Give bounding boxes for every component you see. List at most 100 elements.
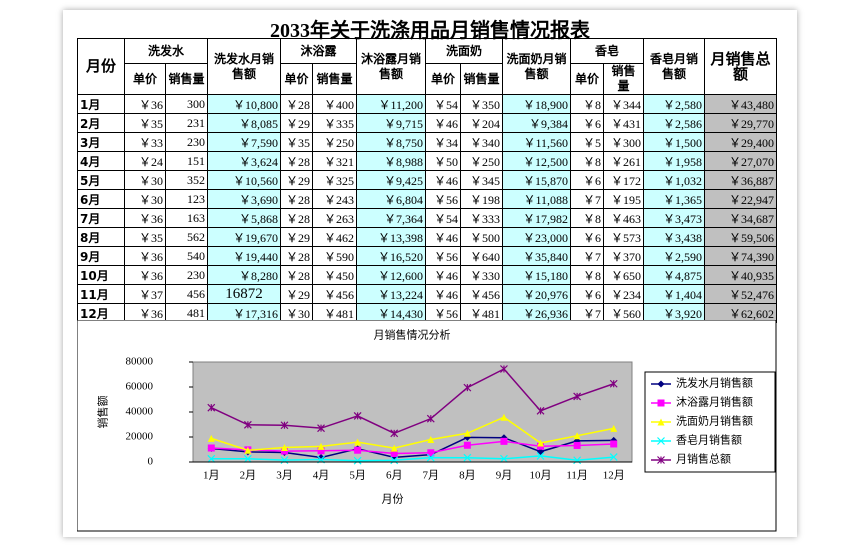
cell: ￥6 xyxy=(570,113,604,133)
cell: ￥250 xyxy=(460,151,503,171)
cell: ￥16,520 xyxy=(356,246,426,266)
point xyxy=(500,413,508,421)
cell: ￥5 xyxy=(570,132,604,152)
y-tick-label: 20000 xyxy=(126,431,154,443)
cell: ￥26,936 xyxy=(502,303,571,323)
cell: ￥30 xyxy=(124,170,166,190)
cell: ￥5,868 xyxy=(207,208,281,228)
cell: ￥10,800 xyxy=(207,94,281,114)
cell: ￥330 xyxy=(460,265,503,285)
point xyxy=(573,456,582,465)
cell: ￥30 xyxy=(124,189,166,209)
y-tick-label: 0 xyxy=(148,456,154,468)
cell: ￥195 xyxy=(603,189,644,209)
cell: ￥234 xyxy=(603,284,644,304)
legend-label: 香皂月销售额 xyxy=(676,433,742,447)
row: 7月 ￥36 163 ￥5,868 ￥28 ￥263 ￥7,364 ￥54 ￥333 ￥17,98… xyxy=(77,208,777,228)
x-tick-label: 8月 xyxy=(459,470,476,482)
x-tick-label: 11月 xyxy=(566,470,588,482)
point xyxy=(463,383,472,392)
x-tick-label: 9月 xyxy=(496,470,513,482)
point xyxy=(354,438,362,446)
cell: 10月 xyxy=(77,265,125,285)
legend-marker xyxy=(657,380,665,388)
cell: ￥11,200 xyxy=(356,94,426,114)
cell: ￥1,404 xyxy=(643,284,705,304)
cell: ￥1,500 xyxy=(643,132,705,152)
x-tick-label: 5月 xyxy=(349,470,366,482)
x-tick-label: 10月 xyxy=(530,470,552,482)
cell: ￥431 xyxy=(603,113,644,133)
point xyxy=(500,365,508,373)
point xyxy=(390,449,398,457)
cell: ￥56 xyxy=(425,246,461,266)
cell: 3月 xyxy=(77,132,125,152)
cell: ￥74,390 xyxy=(704,246,777,266)
cell: ￥28 xyxy=(280,94,313,114)
cell: ￥8,988 xyxy=(356,151,426,171)
sheet: 2033年关于洗涤用品月销售情况报表 月份 洗发水 洗发水月销售额 沐浴露 沐浴露月销售… xyxy=(63,10,797,537)
cell: ￥33 xyxy=(124,132,166,152)
cell: ￥46 xyxy=(425,284,461,304)
legend-label: 洗面奶月销售额 xyxy=(676,414,753,428)
cell: ￥462 xyxy=(312,227,357,247)
cell: 11月 xyxy=(77,284,125,304)
cell: ￥8,280 xyxy=(207,265,281,285)
cell: ￥56 xyxy=(425,189,461,209)
y-tick-label: 80000 xyxy=(126,356,154,368)
cell: ￥13,224 xyxy=(356,284,426,304)
cell: 单价 xyxy=(280,63,313,95)
point xyxy=(610,440,618,448)
point xyxy=(353,456,362,465)
cell: ￥29 xyxy=(280,113,313,133)
x-tick-label: 6月 xyxy=(386,470,403,482)
cell: ￥37 xyxy=(124,284,166,304)
cell: ￥243 xyxy=(312,189,357,209)
legend-marker xyxy=(657,437,665,445)
point xyxy=(426,453,435,462)
legend-label: 洗发水月销售额 xyxy=(676,376,753,390)
cell: ￥12,600 xyxy=(356,265,426,285)
point xyxy=(463,429,471,437)
point xyxy=(463,441,471,449)
cell: 4月 xyxy=(77,151,125,171)
cell: 562 xyxy=(165,227,208,247)
cell: ￥29 xyxy=(280,227,313,247)
point xyxy=(390,456,399,465)
cell: ￥35 xyxy=(124,227,166,247)
series-line xyxy=(211,436,614,459)
cell: ￥43,480 xyxy=(704,94,777,114)
cell: 洗面奶 xyxy=(425,38,503,64)
cell: 352 xyxy=(165,170,208,190)
legend-label: 月销售总额 xyxy=(676,452,731,466)
cell: 沐浴露月销售额 xyxy=(356,38,426,95)
cell: 8月 xyxy=(77,227,125,247)
cell: ￥12,500 xyxy=(502,151,571,171)
point xyxy=(536,406,545,415)
cell: 6月 xyxy=(77,189,125,209)
x-tick-label: 12月 xyxy=(603,470,625,482)
cell: ￥204 xyxy=(460,113,503,133)
cell: ￥8 xyxy=(570,208,604,228)
cell: ￥28 xyxy=(280,246,313,266)
cell: ￥34,687 xyxy=(704,208,777,228)
cell: 销售量 xyxy=(312,63,357,95)
cell: ￥7 xyxy=(570,246,604,266)
cell: ￥300 xyxy=(603,132,644,152)
cell: ￥40,935 xyxy=(704,265,777,285)
row: 2月 ￥35 231 ￥8,085 ￥29 ￥335 ￥9,715 ￥46 ￥204 ￥9,384… xyxy=(77,113,777,133)
point xyxy=(354,446,362,454)
cell: ￥350 xyxy=(460,94,503,114)
row: 单价 销售量 单价 销售量 单价 销售量 单价 销售量 xyxy=(78,63,777,95)
point xyxy=(317,447,325,455)
x-axis-label: 月份 xyxy=(382,493,404,506)
cell: ￥2,580 xyxy=(643,94,705,114)
cell: 香皂月销售额 xyxy=(643,38,705,95)
cell: ￥370 xyxy=(603,246,644,266)
chart-title: 月销售情况分析 xyxy=(374,328,451,342)
point xyxy=(500,434,508,442)
cell: ￥62,602 xyxy=(704,303,777,323)
cell: ￥456 xyxy=(460,284,503,304)
point xyxy=(609,453,618,462)
cell: ￥590 xyxy=(312,246,357,266)
